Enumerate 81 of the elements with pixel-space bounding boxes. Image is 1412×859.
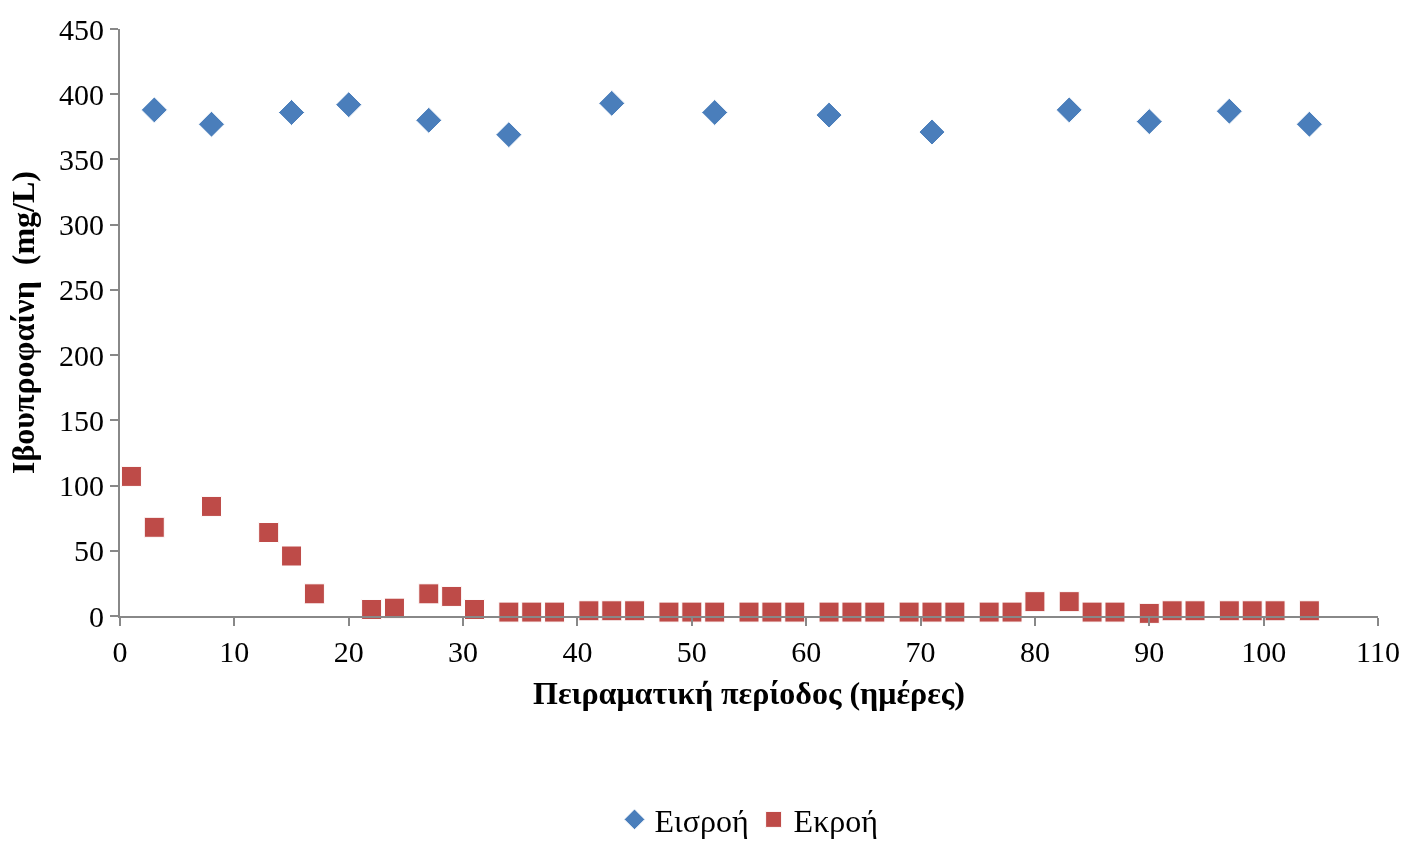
point xyxy=(200,495,222,517)
point xyxy=(1104,601,1126,623)
y-tick-label: 300 xyxy=(59,208,104,242)
point xyxy=(335,91,363,119)
point xyxy=(1298,600,1320,622)
point xyxy=(278,98,306,126)
point xyxy=(578,600,600,622)
point xyxy=(598,89,626,117)
point xyxy=(761,601,783,623)
x-tick-label: 50 xyxy=(676,635,707,668)
x-tick-label: 60 xyxy=(791,635,822,668)
point xyxy=(624,600,646,622)
x-tick-label: 90 xyxy=(1134,635,1165,668)
x-tick-label: 100 xyxy=(1241,635,1287,668)
point xyxy=(704,601,726,623)
point xyxy=(441,585,463,607)
x-tick-label: 40 xyxy=(562,635,593,668)
y-tick-label: 250 xyxy=(59,273,104,307)
y-tick-label: 150 xyxy=(59,403,104,437)
point xyxy=(521,601,543,623)
point xyxy=(544,601,566,623)
y-tick-label: 400 xyxy=(59,77,104,111)
legend-label: Εισροή xyxy=(654,802,749,839)
point xyxy=(258,522,280,544)
point xyxy=(1024,591,1046,613)
point xyxy=(1264,600,1286,622)
legend-label: Εκροή xyxy=(793,802,878,839)
point xyxy=(383,597,405,619)
point xyxy=(658,601,680,623)
point xyxy=(140,96,168,124)
y-axis-title: Ιβουπροφαίνη (mg/L) xyxy=(4,171,41,474)
point xyxy=(1241,600,1263,622)
point xyxy=(864,601,886,623)
point xyxy=(197,110,225,138)
point xyxy=(918,118,946,146)
point xyxy=(1161,600,1183,622)
point xyxy=(1001,601,1023,623)
point xyxy=(361,598,383,620)
point xyxy=(418,583,440,605)
point xyxy=(415,106,443,134)
point xyxy=(681,601,703,623)
point xyxy=(495,121,523,149)
point xyxy=(1295,110,1323,138)
x-tick-label: 80 xyxy=(1019,635,1050,668)
point xyxy=(1215,97,1243,125)
point xyxy=(1081,601,1103,623)
x-tick-label: 70 xyxy=(905,635,936,668)
point xyxy=(464,598,486,620)
x-tick-label: 30 xyxy=(448,635,479,668)
point xyxy=(281,545,303,567)
point xyxy=(784,601,806,623)
point xyxy=(921,601,943,623)
point xyxy=(498,601,520,623)
point xyxy=(815,101,843,129)
point xyxy=(818,601,840,623)
point xyxy=(1055,96,1083,124)
y-tick-label: 450 xyxy=(59,12,104,46)
x-tick-label: 10 xyxy=(219,635,250,668)
x-axis-title: Πειραματική περίοδος (ημέρες) xyxy=(532,675,966,712)
y-tick-label: 200 xyxy=(59,338,104,372)
point xyxy=(1184,600,1206,622)
point xyxy=(1218,600,1240,622)
x-tick-label: 0 xyxy=(112,635,128,668)
point xyxy=(120,465,142,487)
y-tick-label: 0 xyxy=(89,599,104,633)
point xyxy=(601,600,623,622)
point xyxy=(143,516,165,538)
point xyxy=(303,583,325,605)
point xyxy=(1058,591,1080,613)
x-tick-label: 20 xyxy=(333,635,364,668)
x-tick-label: 110 xyxy=(1356,635,1400,668)
point xyxy=(944,601,966,623)
point xyxy=(1135,108,1163,136)
point xyxy=(701,98,729,126)
point xyxy=(978,601,1000,623)
point xyxy=(738,601,760,623)
y-tick-label: 50 xyxy=(74,534,104,568)
point xyxy=(841,601,863,623)
y-tick-label: 100 xyxy=(59,469,104,503)
y-tick-label: 350 xyxy=(59,142,104,176)
point xyxy=(898,601,920,623)
